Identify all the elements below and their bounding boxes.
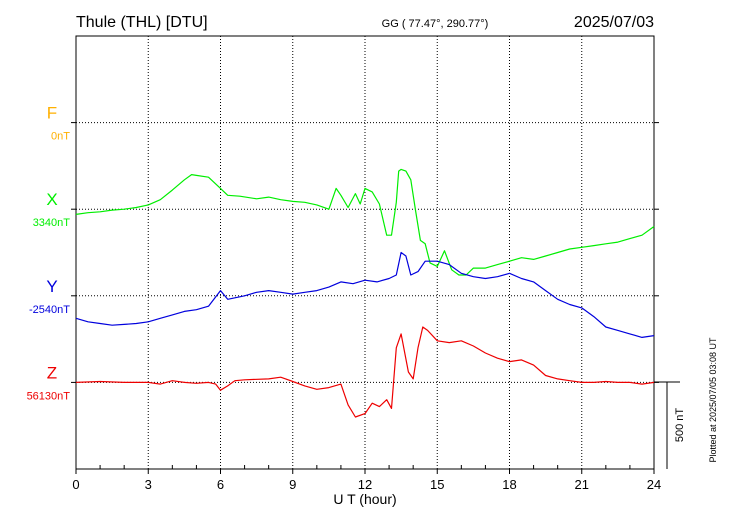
x-tick-label: 12 xyxy=(358,477,372,492)
component-f-label: F xyxy=(47,104,57,123)
component-z-baseline: 56130nT xyxy=(27,390,71,402)
x-tick-label: 9 xyxy=(289,477,296,492)
x-tick-label: 15 xyxy=(430,477,444,492)
component-z-label: Z xyxy=(47,363,57,382)
component-x-label: X xyxy=(46,190,57,209)
component-f-baseline: 0nT xyxy=(51,131,70,143)
x-tick-label: 18 xyxy=(502,477,516,492)
component-y-label: Y xyxy=(46,277,57,296)
geographic-coordinates: GG ( 77.47°, 290.77°) xyxy=(382,18,489,30)
station-title: Thule (THL) [DTU] xyxy=(76,14,208,31)
plot-frame xyxy=(75,35,655,470)
scale-bar-label: 500 nT xyxy=(674,408,686,443)
component-y-baseline: -2540nT xyxy=(29,304,70,316)
trace-x xyxy=(75,168,655,276)
plot-date: 2025/07/03 xyxy=(574,14,654,31)
x-tick-label: 24 xyxy=(647,477,661,492)
x-tick-label: 6 xyxy=(217,477,224,492)
component-labels: F 0nT X 3340nT Y -2540nT Z 56130nT xyxy=(27,104,71,403)
scale-bar: 500 nT xyxy=(654,381,686,469)
x-tick-labels: 0 3 6 9 12 15 18 21 24 xyxy=(72,477,661,492)
x-tick-label: 3 xyxy=(145,477,152,492)
plot-grid xyxy=(71,36,659,474)
trace-z xyxy=(75,326,655,418)
traces xyxy=(75,168,655,418)
plotted-at-note: Plotted at 2025/07/05 03:08 UT xyxy=(708,337,718,463)
x-tick-label: 0 xyxy=(72,477,79,492)
x-tick-label: 21 xyxy=(575,477,589,492)
x-axis-label: U T (hour) xyxy=(333,491,396,507)
component-x-baseline: 3340nT xyxy=(33,217,71,229)
trace-y xyxy=(75,251,655,338)
